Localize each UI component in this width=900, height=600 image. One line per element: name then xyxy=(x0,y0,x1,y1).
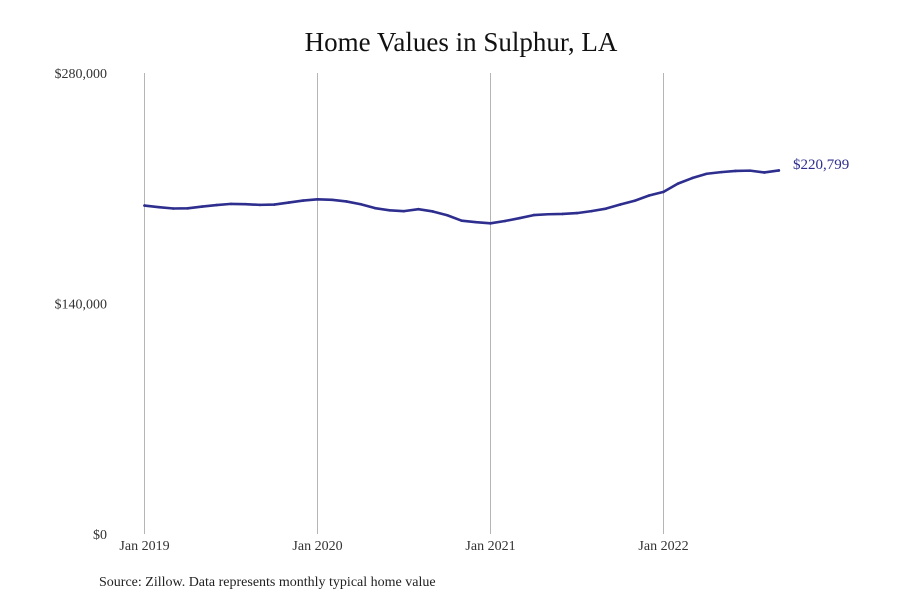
data-point xyxy=(345,200,348,203)
x-axis-ticks: Jan 2019 Jan 2020 Jan 2021 Jan 2022 xyxy=(119,539,688,554)
data-point xyxy=(489,222,492,225)
data-point xyxy=(561,212,564,216)
data-point xyxy=(143,204,146,207)
y-axis-ticks: $0 $140,000 $280,000 xyxy=(55,67,108,543)
data-point xyxy=(431,210,435,213)
data-point xyxy=(618,203,622,206)
data-point xyxy=(777,169,781,172)
x-tick-label-1: Jan 2020 xyxy=(292,539,342,554)
data-point xyxy=(229,202,233,206)
data-point xyxy=(186,207,190,210)
y-tick-label-2: $280,000 xyxy=(55,67,108,82)
chart-title: Home Values in Sulphur, LA xyxy=(305,27,618,57)
data-point xyxy=(330,198,334,202)
data-point xyxy=(417,207,420,211)
y-tick-label-0: $0 xyxy=(93,528,107,543)
data-point xyxy=(200,205,204,208)
data-point xyxy=(388,209,391,212)
data-point xyxy=(373,206,377,210)
end-value-label: $220,799 xyxy=(793,157,849,173)
data-point xyxy=(734,169,737,173)
data-point xyxy=(676,182,680,185)
data-point xyxy=(647,194,651,197)
data-point xyxy=(301,199,305,202)
data-point xyxy=(460,219,463,222)
data-point xyxy=(244,202,247,206)
data-point xyxy=(172,207,175,210)
data-point xyxy=(546,212,550,216)
data-point xyxy=(518,216,521,220)
data-point xyxy=(503,219,507,223)
data-point xyxy=(474,220,478,224)
source-note: Source: Zillow. Data represents monthly … xyxy=(99,575,436,590)
gridlines xyxy=(144,73,664,534)
data-point xyxy=(590,209,593,213)
data-point xyxy=(633,199,636,203)
x-tick-label-0: Jan 2019 xyxy=(119,539,169,554)
series-layer xyxy=(143,169,781,225)
data-point xyxy=(272,203,276,206)
data-point xyxy=(705,172,709,176)
y-tick-label-1: $140,000 xyxy=(55,298,108,313)
data-point xyxy=(748,169,752,172)
series-line-0 xyxy=(143,169,781,225)
x-tick-label-3: Jan 2022 xyxy=(638,539,688,554)
data-point xyxy=(604,207,608,210)
data-point xyxy=(719,170,723,174)
x-tick-label-2: Jan 2021 xyxy=(465,539,515,554)
data-point xyxy=(287,201,290,204)
data-point xyxy=(763,171,766,174)
data-point xyxy=(359,202,363,206)
data-point xyxy=(258,203,262,207)
data-point xyxy=(532,213,536,217)
data-point xyxy=(215,203,218,207)
data-point xyxy=(445,213,449,217)
data-point xyxy=(157,205,161,209)
data-point xyxy=(662,190,665,194)
data-point xyxy=(575,211,579,215)
data-point xyxy=(691,176,694,180)
data-point xyxy=(402,209,406,213)
data-point xyxy=(316,197,319,201)
